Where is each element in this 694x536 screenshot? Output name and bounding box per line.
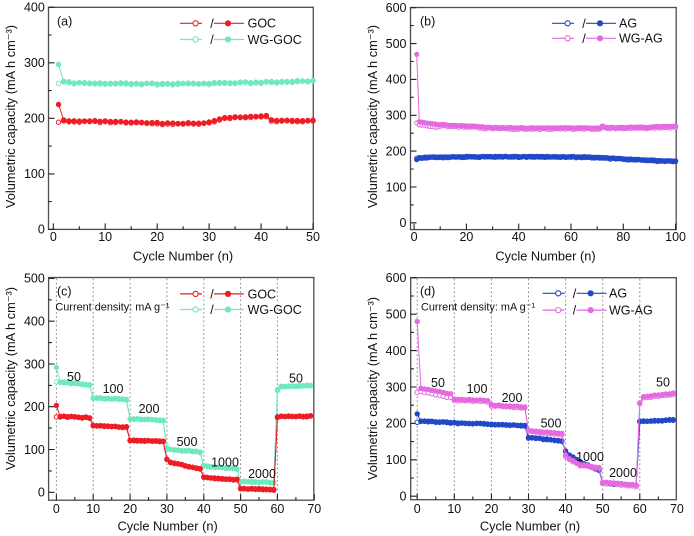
svg-text:0: 0 xyxy=(400,490,407,504)
svg-text:100: 100 xyxy=(665,230,686,244)
svg-text:500: 500 xyxy=(386,308,407,322)
svg-text:100: 100 xyxy=(386,180,407,194)
svg-text:WG-AG: WG-AG xyxy=(609,304,653,318)
svg-text:500: 500 xyxy=(541,417,562,431)
svg-text:(a): (a) xyxy=(57,15,72,29)
svg-text:300: 300 xyxy=(386,109,407,123)
svg-text:Cycle Number (n): Cycle Number (n) xyxy=(117,518,217,533)
svg-text:0: 0 xyxy=(38,223,45,237)
svg-text:Cycle Number (n): Cycle Number (n) xyxy=(480,519,580,534)
svg-text:200: 200 xyxy=(139,402,160,416)
svg-text:AG: AG xyxy=(619,17,637,31)
svg-text:100: 100 xyxy=(386,453,407,467)
svg-text:2000: 2000 xyxy=(248,467,276,481)
svg-text:400: 400 xyxy=(24,315,45,329)
svg-text:300: 300 xyxy=(24,56,45,70)
svg-text:10: 10 xyxy=(98,230,112,244)
svg-text:20: 20 xyxy=(459,230,473,244)
svg-text:100: 100 xyxy=(467,382,488,396)
svg-text:40: 40 xyxy=(254,230,268,244)
svg-text:40: 40 xyxy=(559,502,573,516)
svg-text:500: 500 xyxy=(386,37,407,51)
svg-text:100: 100 xyxy=(24,167,45,181)
svg-text:Cycle Number (n): Cycle Number (n) xyxy=(495,248,595,263)
svg-text:30: 30 xyxy=(202,230,216,244)
svg-text:/: / xyxy=(582,32,586,46)
svg-text:30: 30 xyxy=(160,502,174,516)
svg-text:10: 10 xyxy=(86,502,100,516)
svg-text:AG: AG xyxy=(609,287,627,301)
svg-text:/: / xyxy=(573,304,577,318)
svg-text:50: 50 xyxy=(596,502,610,516)
svg-text:10: 10 xyxy=(447,502,461,516)
svg-text:60: 60 xyxy=(564,230,578,244)
svg-text:0: 0 xyxy=(411,230,418,244)
svg-text:(b): (b) xyxy=(420,15,435,29)
svg-text:200: 200 xyxy=(24,112,45,126)
svg-text:500: 500 xyxy=(177,435,198,449)
svg-text:Volumetric capacity (mA h cm⁻³: Volumetric capacity (mA h cm⁻³) xyxy=(365,25,380,208)
svg-text:50: 50 xyxy=(431,376,445,390)
svg-text:Volumetric capacity (mA h cm⁻³: Volumetric capacity (mA h cm⁻³) xyxy=(365,297,380,480)
svg-text:GOC: GOC xyxy=(248,17,276,31)
svg-text:50: 50 xyxy=(306,230,320,244)
svg-text:70: 70 xyxy=(670,502,684,516)
svg-text:40: 40 xyxy=(512,230,526,244)
svg-text:50: 50 xyxy=(67,370,81,384)
svg-text:/: / xyxy=(210,17,214,31)
svg-text:Volumetric capacity (mA h cm⁻³: Volumetric capacity (mA h cm⁻³) xyxy=(3,25,18,208)
svg-text:/: / xyxy=(582,17,586,31)
svg-text:30: 30 xyxy=(522,502,536,516)
svg-text:70: 70 xyxy=(307,502,321,516)
svg-text:20: 20 xyxy=(123,502,137,516)
svg-text:/: / xyxy=(210,33,214,47)
svg-text:50: 50 xyxy=(234,502,248,516)
svg-text:600: 600 xyxy=(386,1,407,15)
svg-text:60: 60 xyxy=(633,502,647,516)
svg-text:300: 300 xyxy=(386,380,407,394)
svg-text:WG-AG: WG-AG xyxy=(619,32,663,46)
svg-text:200: 200 xyxy=(24,400,45,414)
svg-text:0: 0 xyxy=(50,230,57,244)
svg-text:WG-GOC: WG-GOC xyxy=(248,33,302,47)
svg-text:0: 0 xyxy=(53,502,60,516)
svg-text:20: 20 xyxy=(150,230,164,244)
svg-text:0: 0 xyxy=(38,486,45,500)
svg-text:40: 40 xyxy=(197,502,211,516)
svg-text:1000: 1000 xyxy=(576,450,604,464)
svg-text:0: 0 xyxy=(414,502,421,516)
svg-text:600: 600 xyxy=(386,271,407,285)
svg-text:GOC: GOC xyxy=(248,287,276,301)
svg-text:400: 400 xyxy=(386,73,407,87)
svg-text:Current density: mA g⁻¹: Current density: mA g⁻¹ xyxy=(55,301,169,313)
svg-text:20: 20 xyxy=(484,502,498,516)
svg-text:1000: 1000 xyxy=(211,456,239,470)
svg-text:WG-GOC: WG-GOC xyxy=(248,303,302,317)
svg-text:Cycle Number (n): Cycle Number (n) xyxy=(133,248,233,263)
svg-text:100: 100 xyxy=(24,443,45,457)
svg-text:200: 200 xyxy=(386,417,407,431)
svg-text:300: 300 xyxy=(24,357,45,371)
svg-text:200: 200 xyxy=(502,391,523,405)
svg-text:60: 60 xyxy=(270,502,284,516)
svg-text:50: 50 xyxy=(656,376,670,390)
svg-text:(c): (c) xyxy=(57,285,72,299)
svg-text:/: / xyxy=(210,287,214,301)
svg-text:Current density: mA g⁻¹: Current density: mA g⁻¹ xyxy=(421,301,535,313)
svg-text:50: 50 xyxy=(289,372,303,386)
svg-text:0: 0 xyxy=(400,216,407,230)
svg-text:100: 100 xyxy=(103,382,124,396)
svg-text:400: 400 xyxy=(386,344,407,358)
svg-text:400: 400 xyxy=(24,1,45,15)
svg-text:200: 200 xyxy=(386,144,407,158)
svg-text:2000: 2000 xyxy=(609,466,637,480)
svg-text:/: / xyxy=(573,287,577,301)
svg-text:(d): (d) xyxy=(420,285,435,299)
svg-text:/: / xyxy=(210,303,214,317)
svg-text:80: 80 xyxy=(616,230,630,244)
svg-text:Volumetric capacity (mA h cm⁻³: Volumetric capacity (mA h cm⁻³) xyxy=(3,287,18,470)
svg-text:500: 500 xyxy=(24,272,45,286)
